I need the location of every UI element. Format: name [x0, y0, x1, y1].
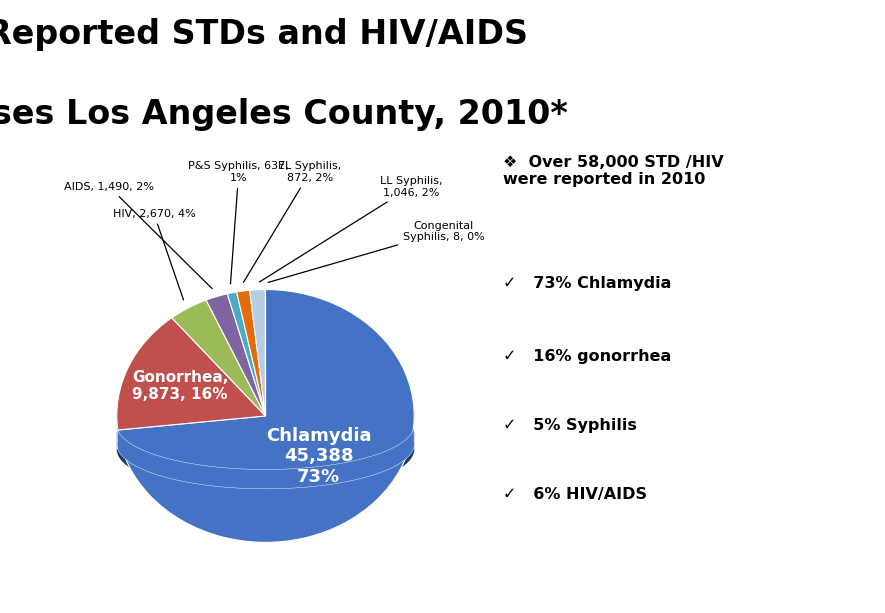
- Text: Reported STDs and HIV/AIDS: Reported STDs and HIV/AIDS: [0, 18, 527, 51]
- Wedge shape: [118, 289, 414, 543]
- Wedge shape: [117, 318, 266, 430]
- Text: ✓   16% gonorrhea: ✓ 16% gonorrhea: [504, 349, 672, 364]
- Text: Cases Los Angeles County, 2010*: Cases Los Angeles County, 2010*: [0, 98, 568, 131]
- Wedge shape: [236, 291, 266, 416]
- Polygon shape: [118, 423, 414, 489]
- Text: ✓   73% Chlamydia: ✓ 73% Chlamydia: [504, 276, 672, 291]
- Text: EL Syphilis,
872, 2%: EL Syphilis, 872, 2%: [243, 161, 342, 283]
- Wedge shape: [172, 300, 266, 416]
- Text: ✓   5% Syphilis: ✓ 5% Syphilis: [504, 418, 637, 433]
- Text: ❖  Over 58,000 STD /HIV
were reported in 2010: ❖ Over 58,000 STD /HIV were reported in …: [504, 155, 724, 188]
- Text: Congenital
Syphilis, 8, 0%: Congenital Syphilis, 8, 0%: [268, 221, 485, 283]
- Text: HIV, 2,670, 4%: HIV, 2,670, 4%: [112, 208, 196, 300]
- Text: ✓   6% HIV/AIDS: ✓ 6% HIV/AIDS: [504, 487, 648, 501]
- Text: Gonorrhea,
9,873, 16%: Gonorrhea, 9,873, 16%: [132, 370, 228, 403]
- Text: Chlamydia
45,388
73%: Chlamydia 45,388 73%: [266, 427, 372, 486]
- Polygon shape: [117, 423, 118, 449]
- Wedge shape: [250, 289, 266, 416]
- Text: AIDS, 1,490, 2%: AIDS, 1,490, 2%: [65, 182, 212, 289]
- Polygon shape: [117, 430, 414, 494]
- Wedge shape: [206, 294, 266, 416]
- Wedge shape: [227, 292, 266, 416]
- Text: P&S Syphilis, 637,
1%: P&S Syphilis, 637, 1%: [189, 161, 289, 284]
- Text: LL Syphilis,
1,046, 2%: LL Syphilis, 1,046, 2%: [259, 176, 442, 282]
